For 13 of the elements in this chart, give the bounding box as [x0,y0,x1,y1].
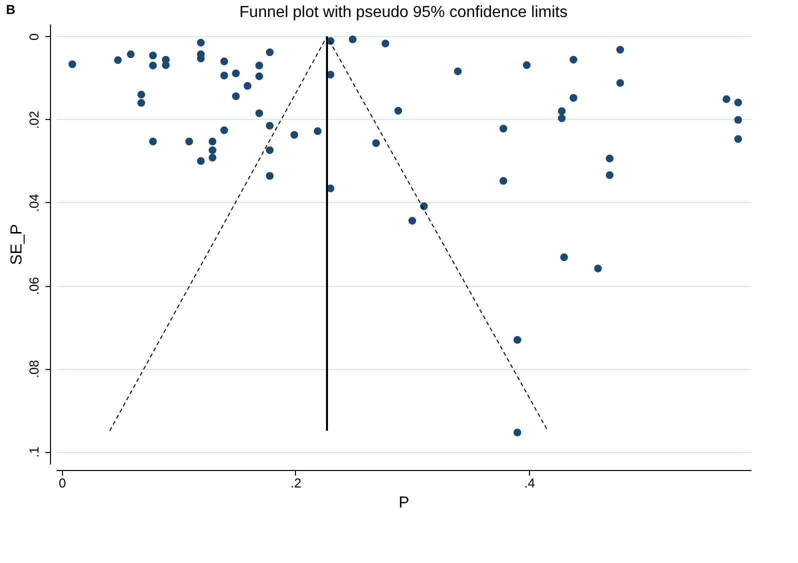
y-tick-label: .04 [26,194,42,212]
y-axis-title: SE_P [8,224,26,265]
x-tick-label: 0 [58,476,66,490]
y-tick-label: .1 [26,446,42,458]
y-tick-label: .08 [26,360,42,378]
x-tick-label: .4 [524,476,535,490]
text: B [6,2,16,17]
y-tick-label: 0 [26,33,42,41]
y-tick-label: .02 [26,110,42,130]
x-axis-title: P [398,494,410,512]
x-tick-label: .2 [290,476,302,490]
y-tick-label: .06 [26,276,42,296]
chart-title: Funnel plot with pseudo 95% confidence limits [239,4,568,21]
